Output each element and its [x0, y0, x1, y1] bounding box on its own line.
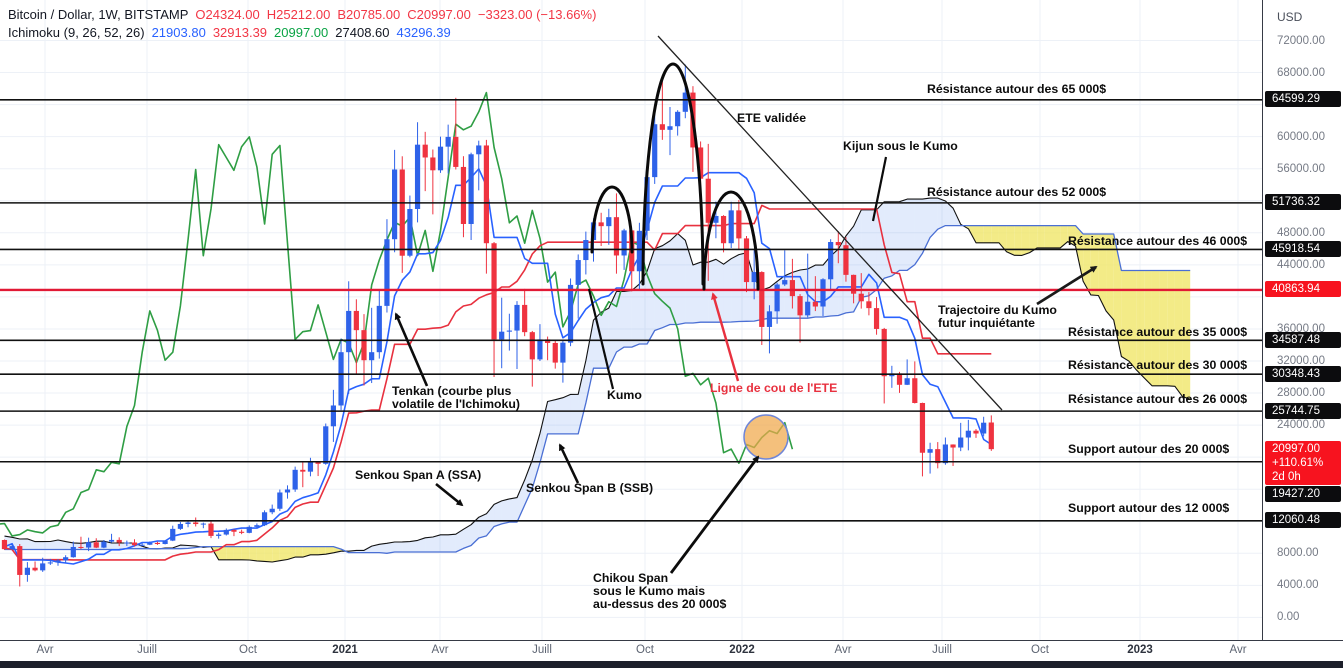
time-tick: Avr [834, 644, 852, 656]
annotation-labels[interactable]: Résistance autour des 65 000$ ETE validée… [355, 82, 1247, 611]
resistance-46000-label[interactable]: Résistance autour des 46 000$ [1068, 234, 1247, 248]
tenkan-pointer[interactable] [394, 312, 429, 387]
time-tick: Juill [932, 644, 952, 656]
time-tick: Oct [1031, 644, 1049, 656]
price-tick: 24000.00 [1277, 419, 1325, 432]
price-level-badge: 64599.29 [1265, 91, 1341, 108]
ichimoku-value: 27408.60 [335, 25, 390, 40]
kumo-label[interactable]: Kumo [607, 388, 642, 402]
chart-canvas[interactable]: Résistance autour des 65 000$ ETE validée… [0, 0, 1262, 640]
ichimoku-value: 20997.00 [274, 25, 329, 40]
price-tick: 4000.00 [1277, 579, 1319, 592]
ete-validee-label[interactable]: ETE validée [737, 111, 806, 125]
candles [1, 64, 994, 587]
price-tick: 0.00 [1277, 611, 1300, 624]
time-tick: 2021 [332, 644, 358, 656]
senkou-a-pointer[interactable] [435, 482, 464, 507]
resistance-30000-label[interactable]: Résistance autour des 30 000$ [1068, 358, 1247, 372]
ohlc-part: B20785.00 [337, 7, 401, 22]
ohlc-part: H25212.00 [266, 7, 331, 22]
trajectoire-kumo-label[interactable]: Trajectoire du Kumo futur inquiétante [938, 303, 1057, 330]
symbol-row: Bitcoin / Dollar, 1W, BITSTAMP O24324.00 H… [8, 6, 603, 24]
chart-legend: Bitcoin / Dollar, 1W, BITSTAMP O24324.00 H… [8, 6, 603, 42]
ohlc-part: O24324.00 [195, 7, 260, 22]
price-tick: 48000.00 [1277, 226, 1325, 239]
annotation-pointers[interactable] [394, 156, 1098, 574]
price-tick: 56000.00 [1277, 162, 1325, 175]
time-tick: 2023 [1127, 644, 1153, 656]
price-tick: 8000.00 [1277, 547, 1319, 560]
price-level-badge: 30348.43 [1265, 365, 1341, 382]
price-tick: 68000.00 [1277, 66, 1325, 79]
ligne-de-cou-pointer[interactable] [711, 292, 740, 382]
price-level-badge: 51736.32 [1265, 194, 1341, 211]
ichimoku-value: 32913.39 [212, 25, 268, 40]
ete-neckline-trendline[interactable] [657, 35, 1003, 411]
ichimoku-value: 43296.39 [396, 25, 451, 40]
trajectoire-pointer[interactable] [1036, 265, 1098, 306]
head-and-shoulders-arcs[interactable] [590, 62, 760, 291]
support-resistance-lines[interactable] [0, 98, 1262, 522]
left-shoulder-arc[interactable] [590, 185, 634, 254]
current-price-badge: 20997.00 +110.61% 2d 0h [1265, 441, 1341, 486]
tenkan-label[interactable]: Tenkan (courbe plus volatile de l'Ichimok… [392, 384, 520, 411]
price-level-badge: 25744.75 [1265, 402, 1341, 419]
price-tick: 60000.00 [1277, 130, 1325, 143]
ohlc-values: O24324.00 H25212.00 B20785.00 C20997.00 −332… [195, 7, 603, 22]
head-arc[interactable] [641, 62, 705, 286]
time-tick: Juill [532, 644, 552, 656]
time-tick: Juill [137, 644, 157, 656]
price-tick: 28000.00 [1277, 387, 1325, 400]
senkou-span-b-label[interactable]: Senkou Span B (SSB) [526, 481, 653, 495]
price-level-badge: 12060.48 [1265, 512, 1341, 529]
price-level-badge: 40863.94 [1265, 281, 1341, 298]
tenkan-line [4, 168, 992, 565]
chikou-span-label[interactable]: Chikou Span sous le Kumo mais au-dessus de… [593, 571, 726, 611]
time-tick: Avr [431, 644, 449, 656]
senkou-span-a-label[interactable]: Senkou Span A (SSA) [355, 468, 481, 482]
ohlc-part: −3323.00 (−13.66%) [477, 7, 597, 22]
kijun-pointer[interactable] [871, 156, 888, 222]
time-tick: Avr [1229, 644, 1247, 656]
kumo-cloud [4, 198, 1191, 562]
time-tick: Oct [636, 644, 654, 656]
senkou-span-b-line [4, 224, 1191, 554]
indicator-values: 21903.80 32913.39 20997.00 27408.60 43296.39 [152, 25, 458, 40]
resistance-26000-label[interactable]: Résistance autour des 26 000$ [1068, 392, 1247, 406]
time-tick: Avr [36, 644, 54, 656]
currency-label: USD [1277, 10, 1303, 24]
price-tick: 32000.00 [1277, 355, 1325, 367]
price-level-badge: 34587.48 [1265, 331, 1341, 348]
price-tick: 44000.00 [1277, 258, 1325, 271]
resistance-52000-label[interactable]: Résistance autour des 52 000$ [927, 185, 1106, 199]
senkou-b-pointer[interactable] [558, 443, 580, 484]
time-tick: Oct [239, 644, 257, 656]
ligne-de-cou-label[interactable]: Ligne de cou de l'ETE [710, 381, 837, 395]
ohlc-part: C20997.00 [407, 7, 471, 22]
resistance-65000-label[interactable]: Résistance autour des 65 000$ [927, 82, 1106, 96]
right-shoulder-arc[interactable] [702, 190, 760, 291]
price-scale[interactable]: USD 72000.00 68000.00 60000.00 56000.00 4800… [1262, 0, 1343, 640]
ichimoku-value: 21903.80 [151, 25, 206, 40]
indicator-row: Ichimoku (9, 26, 52, 26) 21903.80 32913.39… [8, 24, 603, 42]
time-tick: 2022 [729, 644, 755, 656]
symbol-title[interactable]: Bitcoin / Dollar, 1W, BITSTAMP [8, 7, 189, 22]
price-tick: 72000.00 [1277, 34, 1325, 47]
bottom-dark-bar [0, 660, 1343, 668]
support-20000-label[interactable]: Support autour des 20 000$ [1068, 442, 1229, 456]
support-12000-label[interactable]: Support autour des 12 000$ [1068, 501, 1229, 515]
chikou-pointer[interactable] [669, 455, 760, 574]
chikou-highlight-circle[interactable] [743, 414, 789, 460]
indicator-title[interactable]: Ichimoku (9, 26, 52, 26) [8, 25, 145, 40]
resistance-35000-label[interactable]: Résistance autour des 35 000$ [1068, 325, 1247, 339]
time-scale[interactable]: Avr Juill Oct 2021 Avr Juill Oct 2022 Avr Juill Oc… [0, 640, 1343, 661]
kumo-pointer[interactable] [587, 288, 615, 390]
kijun-sous-kumo-label[interactable]: Kijun sous le Kumo [843, 139, 958, 153]
price-level-badge: 19427.20 [1265, 485, 1341, 502]
price-level-badge: 45918.54 [1265, 240, 1341, 257]
